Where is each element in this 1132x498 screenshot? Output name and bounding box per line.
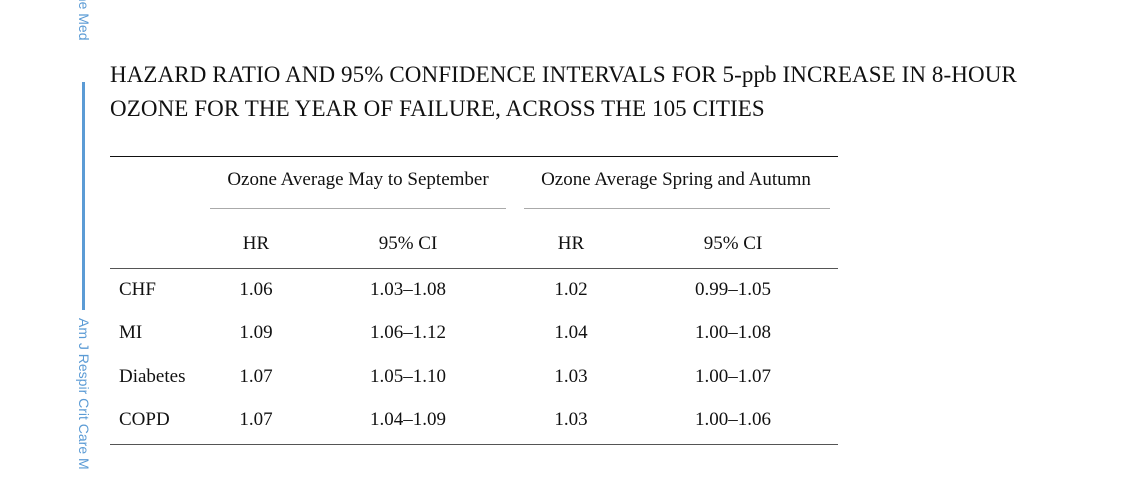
hr-may-september: 1.06: [239, 279, 273, 300]
hr-spring-autumn: 1.04: [554, 322, 588, 343]
row-label: Diabetes: [119, 366, 186, 387]
column-header-ci-2: 95% CI: [703, 233, 763, 254]
table-bottom-rule: [110, 444, 838, 445]
group-header-may-september: Ozone Average May to September: [227, 169, 489, 190]
group-header-spring-autumn: Ozone Average Spring and Autumn: [541, 169, 811, 190]
side-rail-line: [82, 82, 85, 310]
table-title-line-2: OZONE FOR THE YEAR OF FAILURE, ACROSS TH…: [110, 96, 765, 121]
ci-may-september: 1.06–1.12: [370, 322, 446, 343]
hazard-ratio-table: Ozone Average May to September Ozone Ave…: [110, 156, 838, 446]
side-rail-journal-name: Am J Respir Crit Care M: [76, 318, 92, 470]
side-rail-top-text: ane Med: [76, 0, 92, 40]
column-header-ci-1: 95% CI: [378, 233, 438, 254]
hr-may-september: 1.07: [239, 409, 273, 430]
ci-spring-autumn: 0.99–1.05: [695, 279, 771, 300]
table-title: HAZARD RATIO AND 95% CONFIDENCE INTERVAL…: [110, 58, 1120, 126]
journal-side-rail: ane Med Am J Respir Crit Care M: [72, 0, 96, 498]
row-label: COPD: [119, 409, 170, 430]
hr-spring-autumn: 1.03: [554, 366, 588, 387]
group-rule-may-september: [210, 208, 506, 209]
ci-may-september: 1.05–1.10: [370, 366, 446, 387]
row-label: MI: [119, 322, 143, 343]
hr-may-september: 1.09: [239, 322, 273, 343]
table-title-line-1: HAZARD RATIO AND 95% CONFIDENCE INTERVAL…: [110, 62, 1017, 87]
column-header-hr-2: HR: [557, 233, 585, 254]
row-label: CHF: [119, 279, 156, 300]
table-header-rule: [110, 268, 838, 269]
group-rule-spring-autumn: [524, 208, 830, 209]
hr-spring-autumn: 1.03: [554, 409, 588, 430]
ci-may-september: 1.03–1.08: [370, 279, 446, 300]
column-header-hr-1: HR: [242, 233, 270, 254]
hr-spring-autumn: 1.02: [554, 279, 588, 300]
ci-may-september: 1.04–1.09: [370, 409, 446, 430]
table-top-rule: [110, 156, 838, 157]
ci-spring-autumn: 1.00–1.06: [695, 409, 771, 430]
ci-spring-autumn: 1.00–1.07: [695, 366, 771, 387]
ci-spring-autumn: 1.00–1.08: [695, 322, 771, 343]
hr-may-september: 1.07: [239, 366, 273, 387]
